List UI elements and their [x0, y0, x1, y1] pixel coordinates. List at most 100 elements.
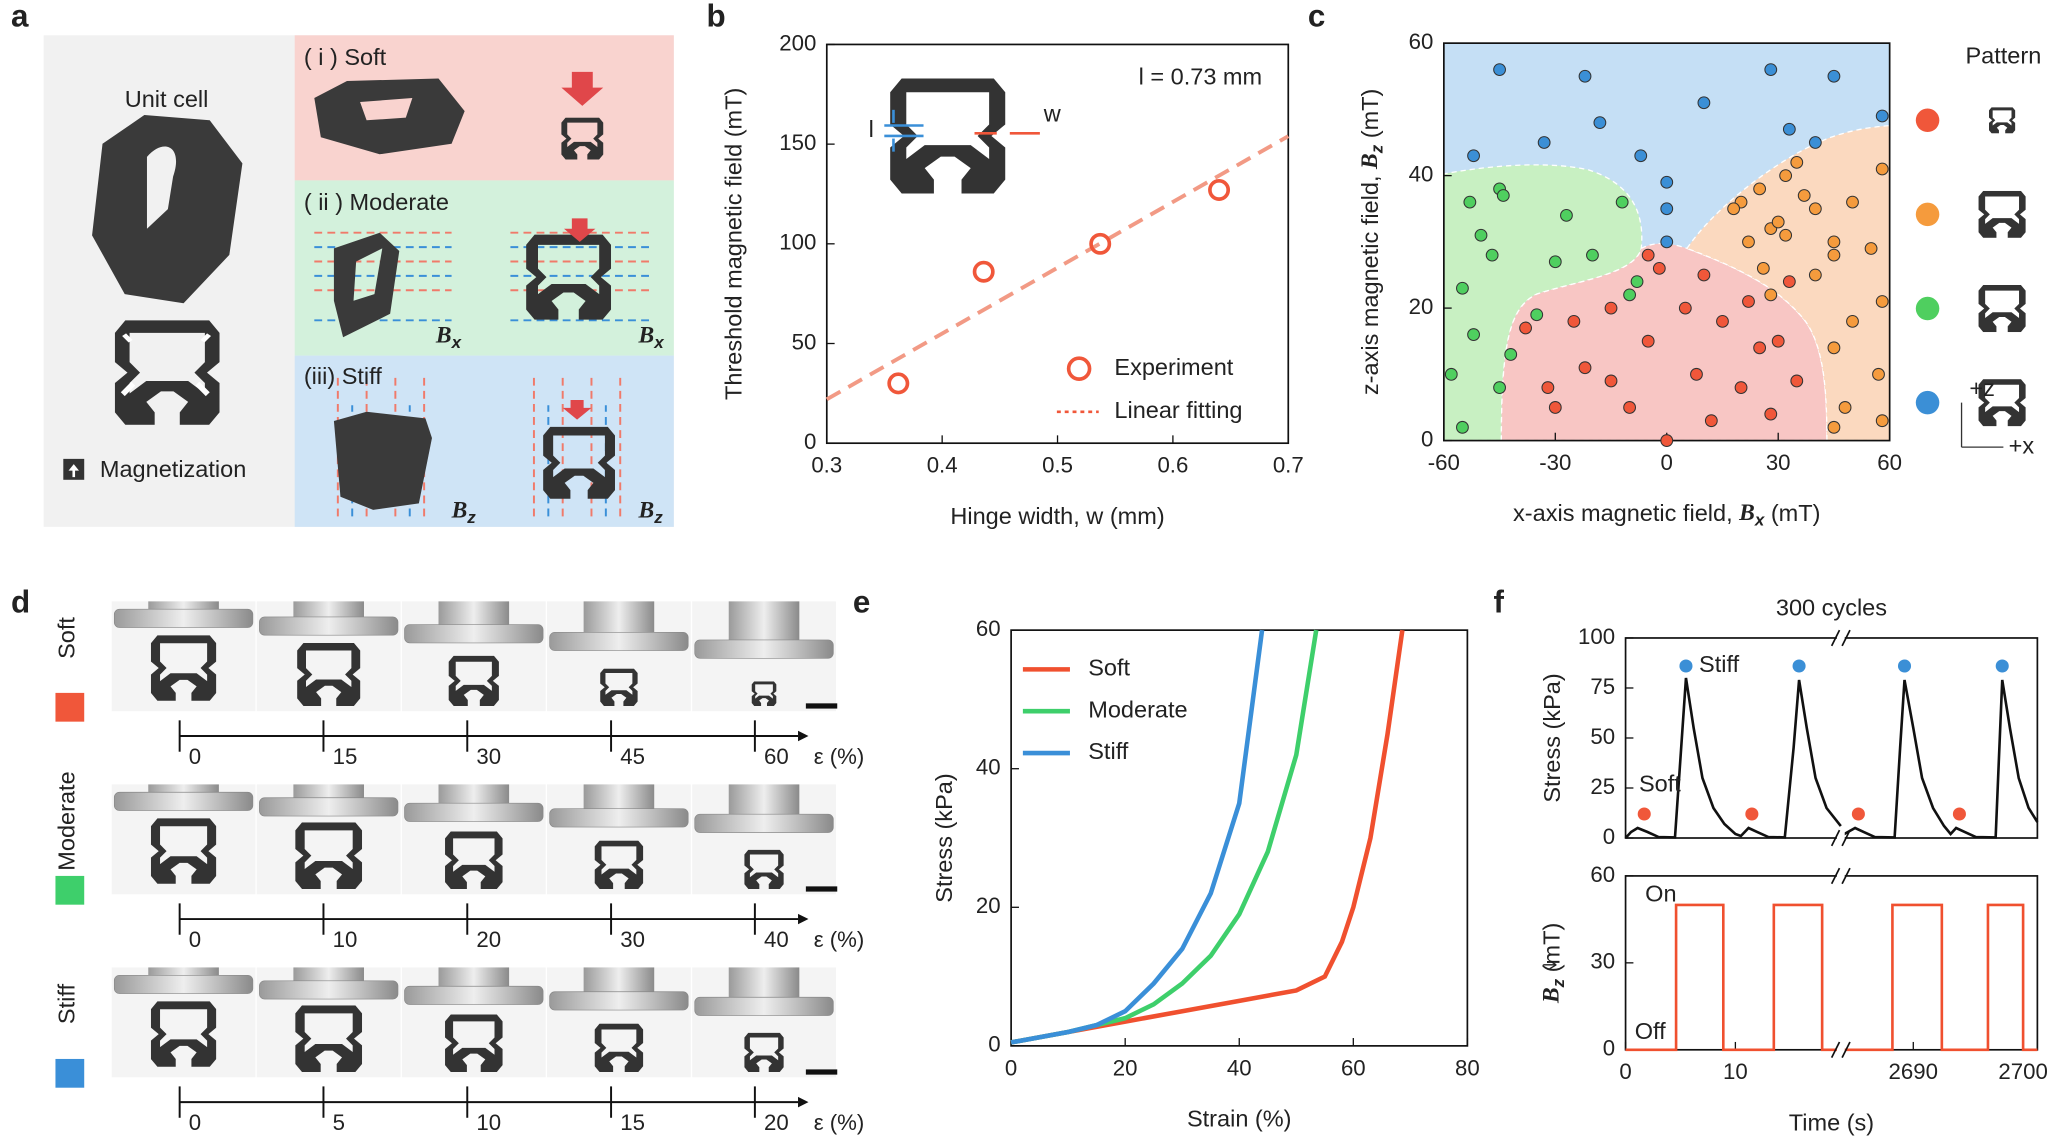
data-point: [1797, 189, 1811, 202]
axis-break-gap: [1836, 830, 1845, 846]
data-point: [1742, 235, 1755, 249]
y-tick-label: 60: [976, 616, 1001, 641]
data-point: [1875, 414, 1889, 428]
axis-break: [1830, 867, 1851, 885]
panel-label: d: [11, 584, 30, 619]
strain-tick-label: 30: [620, 927, 645, 952]
x-tick-label: 0.3: [811, 453, 842, 478]
data-point: [1493, 63, 1506, 77]
y-axis-label: Stress (kPa): [1539, 673, 1565, 802]
legend-swatch: [1915, 296, 1940, 321]
piston: [583, 601, 655, 635]
field-label: Bz: [638, 498, 664, 528]
inset-l-marker: [884, 109, 924, 152]
strain-tick-label: 10: [333, 927, 358, 952]
y-tick-label: 30: [1590, 949, 1615, 974]
axis-break-gap: [1836, 630, 1845, 646]
y-axis-label-text: z-axis magnetic field,: [1357, 169, 1383, 395]
piston: [293, 601, 364, 620]
data-point: [1660, 434, 1674, 447]
piston: [728, 784, 800, 817]
row-swatch: [55, 692, 85, 722]
scale-bar: [805, 886, 838, 892]
data-point: [1467, 149, 1480, 163]
x-tick-label: 30: [1766, 450, 1791, 475]
data-point: [1615, 195, 1629, 209]
data-point: [1578, 361, 1592, 375]
data-point: [1560, 208, 1573, 222]
x-axis-label-sub: x: [1754, 511, 1766, 530]
y-tick-label: 60: [1590, 862, 1615, 887]
data-point: [1875, 295, 1889, 308]
data-point: [1790, 155, 1804, 169]
data-line: [1010, 629, 1319, 1045]
data-point: [1485, 248, 1499, 262]
field-label-sub: z: [653, 508, 663, 527]
field-label-symbol: B: [451, 498, 468, 524]
data-point: [1779, 228, 1793, 242]
data-point: [1623, 401, 1637, 414]
y-axis-label-symbol: B: [1357, 153, 1383, 170]
row-label: Stiff: [54, 984, 80, 1025]
y-tick-label: 0: [1421, 426, 1433, 451]
panel-label: c: [1308, 0, 1325, 34]
y-tick-label: 50: [1590, 724, 1615, 749]
data-point: [1790, 374, 1804, 388]
data-point: [1872, 367, 1885, 381]
field-label-sub: x: [653, 333, 665, 352]
legend-swatch: [1066, 356, 1092, 381]
data-line: [1010, 629, 1405, 1045]
field-label-sub: x: [451, 333, 463, 352]
data-point: [1634, 149, 1648, 163]
piston: [583, 967, 655, 995]
data-point: [1690, 367, 1703, 381]
data-point: [1846, 314, 1859, 328]
row-swatch: [55, 1058, 85, 1088]
fit-line: [825, 134, 1290, 402]
y-axis-label: z-axis magnetic field, Bz (mT): [1357, 89, 1387, 395]
data-point: [1753, 182, 1767, 196]
b-inset: [884, 78, 1040, 194]
strain-tick-label: 5: [333, 1110, 345, 1135]
data-point: [1697, 268, 1711, 282]
y-axis-label: Threshold magnetic field (mT): [720, 88, 746, 400]
data-point: [1496, 189, 1510, 202]
stiff-3d: [333, 411, 432, 510]
marker-label: Soft: [1639, 770, 1681, 796]
plate: [404, 985, 544, 1005]
data-point: [1897, 659, 1912, 673]
data-point: [1764, 288, 1778, 302]
data-point: [1467, 328, 1480, 341]
strain-axis-arrow: [798, 730, 809, 742]
legend-pattern-icon: [1989, 107, 2016, 134]
y-tick-label: 150: [779, 130, 816, 155]
data-line: [1624, 677, 2039, 839]
x-tick-label: -60: [1428, 450, 1460, 475]
data-point: [1541, 381, 1555, 394]
data-point: [1504, 348, 1518, 361]
press-arrow: [561, 71, 604, 106]
data-point: [1875, 109, 1889, 123]
piston: [293, 967, 364, 984]
y-axis-label: Stress (kPa): [931, 773, 957, 902]
piston: [728, 967, 800, 1000]
data-point: [1456, 420, 1469, 434]
x-axis-label: Strain (%): [1187, 1106, 1292, 1132]
x-tick-label: 0.6: [1157, 453, 1188, 478]
strain-tick-label: 30: [476, 744, 501, 769]
plate: [694, 813, 834, 833]
legend-label: Linear fitting: [1114, 397, 1242, 423]
data-point: [1995, 659, 2009, 673]
vector-arrow: [1543, 960, 1557, 970]
strain-tick-label: 60: [764, 744, 789, 769]
y-tick-label: 20: [976, 893, 1001, 918]
mode-label: ( ii ) Moderate: [304, 189, 449, 215]
field-label-symbol: B: [638, 498, 655, 524]
legend-axes: [1960, 402, 2004, 448]
legend-axes-label: +x: [2009, 432, 2035, 458]
strain-tick-label: 20: [764, 1110, 789, 1135]
data-point: [1578, 69, 1592, 83]
data-point: [1764, 63, 1778, 77]
